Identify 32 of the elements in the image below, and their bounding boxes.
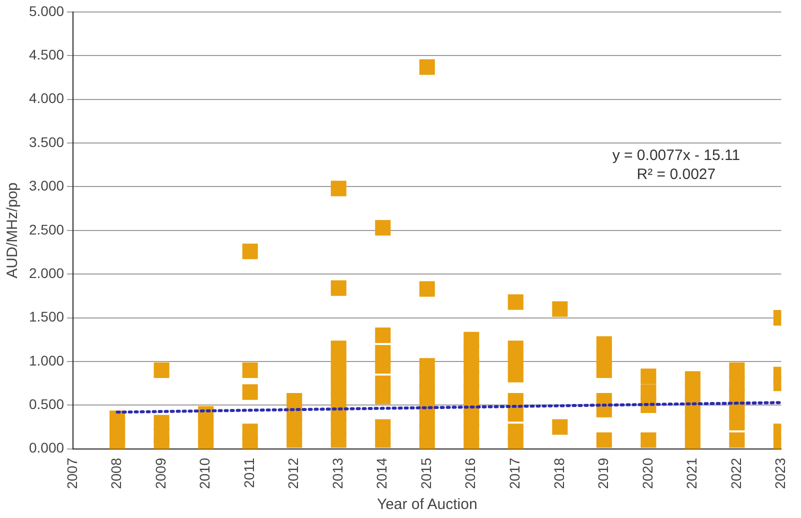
x-tick-label: 2014 — [374, 458, 390, 490]
y-tick-label: 3.500 — [28, 134, 64, 150]
y-tick-label: 4.500 — [28, 46, 64, 63]
x-tick-label: 2015 — [418, 458, 434, 490]
annotation: R² = 0.0027 — [636, 166, 716, 183]
y-tick-label: 5.000 — [28, 2, 64, 19]
x-tick-label: 2020 — [639, 458, 656, 490]
y-tick-label: 4.000 — [28, 90, 64, 106]
y-tick-label: 0.000 — [28, 440, 64, 456]
x-tick-label: 2016 — [462, 458, 478, 490]
x-tick-label: 2008 — [108, 458, 124, 490]
y-tick-label: 3.000 — [28, 178, 64, 194]
y-tick-label: 1.500 — [28, 308, 64, 325]
x-tick-label: 2021 — [684, 458, 700, 490]
x-tick-label: 2010 — [196, 458, 213, 490]
annotation: y = 0.0077x - 15.11 — [612, 147, 740, 164]
x-tick-label: 2011 — [240, 458, 257, 488]
x-tick-label: 2023 — [772, 458, 788, 490]
x-tick-label: 2009 — [152, 458, 168, 490]
y-tick-label: 2.500 — [28, 221, 64, 238]
y-tick-label: 1.000 — [28, 352, 64, 368]
y-tick-label: 2.000 — [28, 264, 64, 281]
x-tick-label: 2007 — [64, 458, 80, 490]
y-axis-title: AUD/MHz/pop — [4, 182, 22, 278]
x-tick-label: 2013 — [329, 458, 346, 490]
x-tick-label: 2022 — [728, 458, 744, 490]
y-tick-label: 0.500 — [28, 396, 64, 412]
x-tick-label: 2012 — [285, 458, 302, 490]
x-tick-label: 2019 — [595, 458, 612, 490]
x-axis-title: Year of Auction — [376, 496, 478, 514]
x-tick-label: 2018 — [550, 458, 567, 490]
x-tick-label: 2017 — [506, 458, 522, 490]
